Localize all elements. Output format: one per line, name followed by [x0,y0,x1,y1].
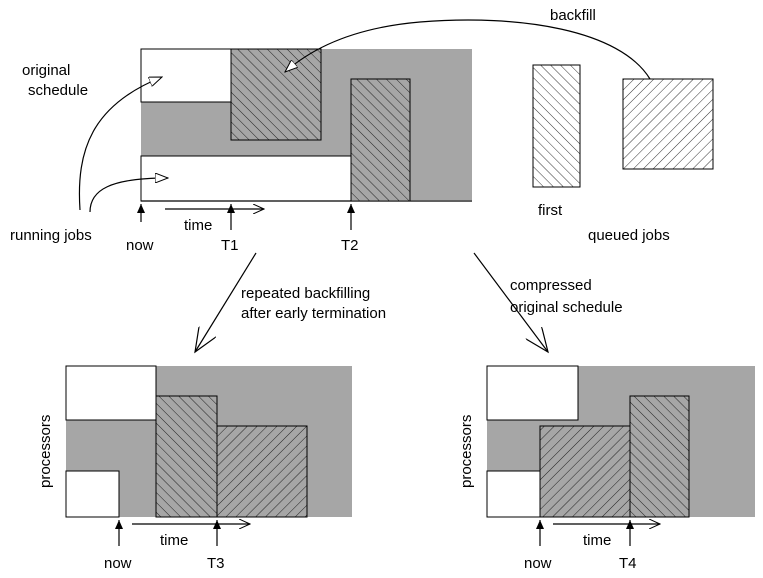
time-label: time [184,217,212,234]
backfilled-job [230,48,322,141]
backfill-label: backfill [550,7,596,24]
bl-t3-label: T3 [207,555,225,572]
bottom-right-schedule: time now T4 processors [458,365,755,572]
top-schedule [140,48,472,202]
running-job-2 [140,155,352,202]
br-job-b [539,425,631,518]
bl-running-job-1 [65,365,157,421]
backfill-arrow [285,19,651,80]
bottom-left-schedule: time now T3 processors [37,365,352,572]
now-label: now [126,237,154,254]
br-processors-label: processors [458,415,475,488]
br-running-job-2 [486,470,541,518]
bl-job-b [216,425,308,518]
queued-jobs-label: queued jobs [588,227,670,244]
bl-now-label: now [104,555,132,572]
br-job-a [629,395,690,518]
running-jobs-label: running jobs [10,227,92,244]
branch-arrow-right [473,252,548,352]
reserved-first-job [350,78,411,202]
br-time-label: time [583,532,611,549]
br-t4-label: T4 [619,555,637,572]
running-job-1 [140,48,232,103]
branch-right-line2: original schedule [510,299,623,316]
running-jobs-arrow [89,178,168,213]
original-schedule-label-2: schedule [28,82,88,99]
bl-running-job-2 [65,470,120,518]
queued-job-second [622,78,714,170]
bl-time-label: time [160,532,188,549]
first-label: first [538,202,563,219]
t1-label: T1 [221,237,239,254]
original-schedule-label-1: original [22,62,70,79]
branch-left-line2: after early termination [241,305,386,322]
branch-left-line1: repeated backfilling [241,285,370,302]
br-now-label: now [524,555,552,572]
bl-job-a [155,395,218,518]
br-running-job-1 [486,365,579,421]
branch-arrow-left [195,252,257,352]
original-schedule-arrow [78,76,162,211]
queue [532,64,714,188]
branch-right-line1: compressed [510,277,592,294]
bl-processors-label: processors [37,415,54,488]
queued-job-first [532,64,581,188]
t2-label: T2 [341,237,359,254]
